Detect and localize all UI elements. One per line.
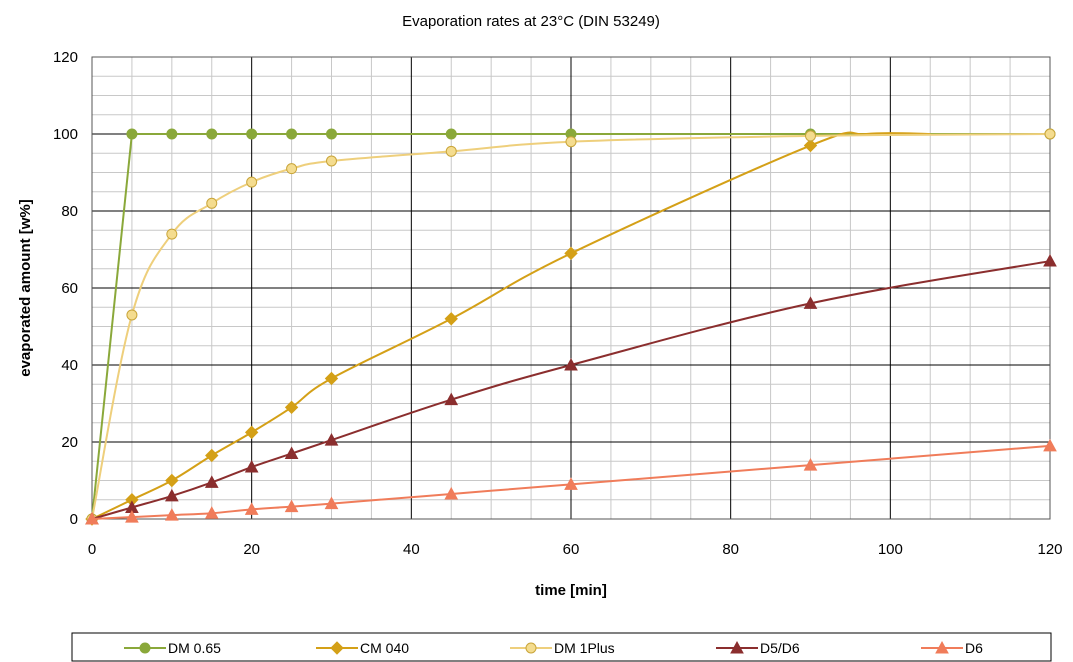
legend-marker <box>139 642 151 654</box>
legend-item-d5-d6: D5/D6 <box>716 640 800 656</box>
plot-border <box>91 56 1051 520</box>
y-tick-label: 0 <box>70 511 78 528</box>
series-cm-040 <box>85 131 931 526</box>
legend-label: D6 <box>965 640 983 656</box>
x-tick-label: 100 <box>878 541 903 558</box>
y-tick-label: 120 <box>53 49 78 66</box>
data-point-dm-0-65 <box>166 128 178 140</box>
data-point-d6 <box>164 508 179 521</box>
data-point-d6 <box>204 506 219 519</box>
y-tick-label: 80 <box>61 203 78 220</box>
data-point-d5-d6 <box>324 433 339 446</box>
y-tick-label: 60 <box>61 280 78 297</box>
data-point-dm-1plus <box>445 145 457 157</box>
legend-label: DM 0.65 <box>168 640 221 656</box>
data-point-dm-1plus <box>805 130 816 142</box>
data-point-dm-1plus <box>1044 128 1056 140</box>
series-layer <box>85 128 1057 526</box>
data-point-d6 <box>244 502 259 515</box>
series-d6 <box>85 438 1057 525</box>
y-tick-label: 40 <box>61 357 78 374</box>
series-d5-d6 <box>85 254 1057 525</box>
x-tick-label: 20 <box>243 541 260 558</box>
data-point-dm-0-65 <box>126 128 138 140</box>
data-point-d6 <box>1043 438 1057 452</box>
y-axis-title: evaporated amount [w%] <box>17 199 34 377</box>
data-point-dm-0-65 <box>286 128 298 140</box>
x-axis-tick-labels: 0 20 40 60 80 100 120 <box>88 541 1063 558</box>
series-line-cm-040 <box>91 131 931 520</box>
legend-label: DM 1Plus <box>554 640 615 656</box>
data-point-d5-d6 <box>244 459 259 473</box>
data-point-cm-040 <box>444 312 458 326</box>
data-point-cm-040 <box>284 400 299 415</box>
chart-title: Evaporation rates at 23°C (DIN 53249) <box>402 13 660 30</box>
data-point-d6 <box>125 510 139 523</box>
x-tick-label: 0 <box>88 541 96 558</box>
data-point-dm-0-65 <box>445 128 457 140</box>
data-point-d6 <box>444 486 459 500</box>
legend-label: D5/D6 <box>760 640 800 656</box>
data-point-dm-1plus <box>286 163 298 175</box>
legend-item-dm-1plus: DM 1Plus <box>510 640 615 656</box>
x-tick-label: 120 <box>1037 541 1062 558</box>
legend-item-dm-0-65: DM 0.65 <box>124 640 221 656</box>
data-point-d6 <box>324 496 339 510</box>
data-point-cm-040 <box>803 138 818 153</box>
data-point-cm-040 <box>205 448 219 463</box>
data-point-dm-1plus <box>565 136 577 148</box>
y-tick-label: 20 <box>61 434 78 451</box>
data-point-cm-040 <box>564 246 578 261</box>
data-point-d6 <box>284 499 299 513</box>
data-point-dm-0-65 <box>326 128 337 140</box>
data-point-dm-1plus <box>126 309 138 321</box>
legend-item-cm-040: CM 040 <box>316 640 409 656</box>
data-point-d5-d6 <box>564 357 578 371</box>
legend-marker <box>935 640 949 654</box>
data-point-d5-d6 <box>803 296 818 309</box>
legend-label: CM 040 <box>360 640 409 656</box>
data-point-d5-d6 <box>1043 254 1057 267</box>
x-tick-label: 60 <box>563 541 580 558</box>
data-point-dm-1plus <box>206 197 218 209</box>
legend-item-d6: D6 <box>921 640 983 656</box>
legend-box <box>71 632 1052 662</box>
series-line-dm-1plus <box>91 133 1051 520</box>
data-point-dm-0-65 <box>206 128 218 140</box>
data-point-d6 <box>564 477 578 490</box>
data-point-dm-1plus <box>326 155 337 167</box>
data-point-dm-1plus <box>246 176 258 188</box>
x-tick-label: 80 <box>722 541 739 558</box>
legend-marker <box>330 641 344 655</box>
legend-marker <box>730 640 744 654</box>
data-point-d5-d6 <box>164 488 179 502</box>
data-point-d5-d6 <box>284 446 299 460</box>
data-point-cm-040 <box>324 371 339 386</box>
data-point-d5-d6 <box>444 392 459 406</box>
data-point-cm-040 <box>244 425 259 440</box>
data-point-dm-0-65 <box>246 128 258 140</box>
data-point-d6 <box>803 458 818 471</box>
data-point-d5-d6 <box>204 475 219 488</box>
data-point-d6 <box>85 511 99 525</box>
y-axis-tick-labels: 0 20 40 60 80 100 120 <box>53 49 78 528</box>
x-tick-label: 40 <box>403 541 420 558</box>
data-point-dm-1plus <box>166 228 178 240</box>
y-tick-label: 100 <box>53 126 78 143</box>
data-point-cm-040 <box>165 473 179 488</box>
legend: DM 0.65 CM 040 DM 1Plus D5/D6 D6 <box>124 640 983 656</box>
legend-marker <box>525 642 537 654</box>
x-axis-title: time [min] <box>535 582 607 599</box>
